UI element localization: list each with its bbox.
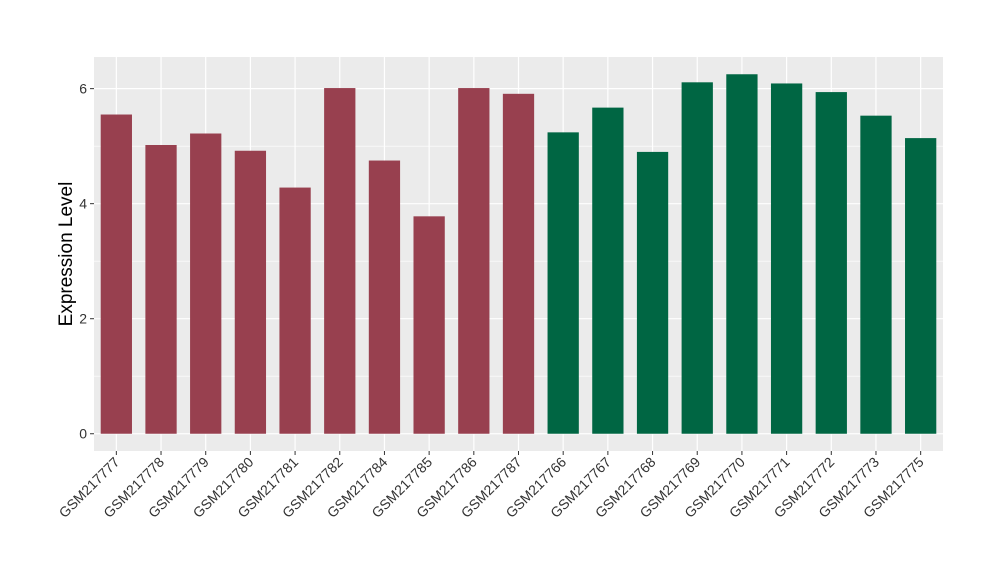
y-tick-label: 4 — [79, 196, 87, 212]
bar-GSM217770 — [726, 74, 758, 434]
bar-GSM217786 — [458, 88, 490, 434]
bar-GSM217782 — [324, 88, 356, 434]
bar-GSM217769 — [681, 82, 713, 434]
bar-GSM217784 — [368, 160, 401, 434]
bar-GSM217780 — [234, 150, 267, 434]
bar-GSM217777 — [100, 114, 132, 434]
bar-GSM217775 — [905, 138, 937, 434]
bar-GSM217771 — [770, 83, 803, 434]
y-tick-label: 2 — [79, 311, 87, 327]
bar-GSM217767 — [592, 107, 624, 434]
bar-GSM217768 — [636, 151, 669, 434]
y-axis-title: Expression Level — [56, 182, 77, 327]
y-tick-label: 6 — [79, 81, 87, 97]
bar-GSM217785 — [413, 216, 445, 434]
bar-GSM217781 — [279, 187, 311, 434]
bar-GSM217772 — [815, 92, 847, 434]
y-tick-label: 0 — [79, 426, 87, 442]
bar-GSM217778 — [145, 145, 177, 434]
bar-GSM217773 — [860, 115, 892, 434]
bar-GSM217787 — [502, 93, 535, 434]
y-axis: 0 2 4 6 — [79, 81, 94, 442]
bar-GSM217766 — [547, 132, 579, 434]
bar-GSM217779 — [190, 133, 222, 434]
bars — [100, 74, 937, 434]
x-axis: GSM217777GSM217778GSM217779GSM217780GSM2… — [56, 451, 927, 521]
